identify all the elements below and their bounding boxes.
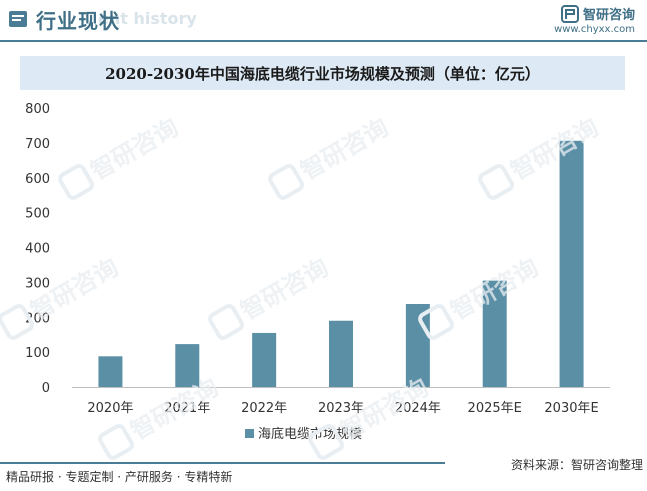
data-source: 资料来源：智研咨询整理 [510,458,643,472]
bar [98,356,123,387]
bar [252,332,277,387]
legend-swatch [245,429,254,438]
header-divider [0,40,647,42]
section-title: 行业现状 [36,9,120,33]
header-ghost-text: ent history [98,9,197,28]
y-tick-label: 700 [25,137,50,152]
x-tick-label: 2021年 [164,401,210,416]
bar [175,344,200,387]
y-tick-label: 0 [42,381,50,396]
footer-tagline: 精品研报 · 专题定制 · 产研服务 · 专精特新 [6,470,233,484]
report-icon [9,11,27,27]
bar [329,320,353,387]
bar [559,140,584,387]
bar [405,303,430,387]
y-tick-label: 100 [25,346,50,361]
footer-divider [0,462,445,464]
y-tick-label: 500 [25,207,50,222]
y-tick-label: 600 [25,172,50,187]
y-tick-label: 300 [25,276,50,291]
brand-url: www.chyxx.com [554,24,635,35]
brand: 智研咨询 www.chyxx.com [554,4,635,35]
x-tick-label: 2023年 [318,401,364,416]
x-tick-label: 2024年 [395,401,441,416]
y-tick-label: 200 [25,311,50,326]
chart-title: 2020-2030年中国海底电缆行业市场规模及预测（单位：亿元） [105,64,540,83]
brand-name: 智研咨询 [582,8,635,23]
legend-label: 海底电缆市场规模 [258,426,362,442]
x-tick-label: 2025年E [468,401,522,416]
page-header: ent history 行业现状 智研咨询 www.chyxx.com [0,0,647,38]
brand-logo-icon [560,4,579,23]
y-tick-label: 800 [25,102,50,117]
x-tick-label: 2020年 [87,401,133,416]
chart-title-box: 2020-2030年中国海底电缆行业市场规模及预测（单位：亿元） [20,56,625,90]
bar [482,280,507,387]
x-tick-label: 2022年 [241,401,287,416]
x-tick-label: 2030年E [544,401,598,416]
y-tick-label: 400 [25,242,50,257]
